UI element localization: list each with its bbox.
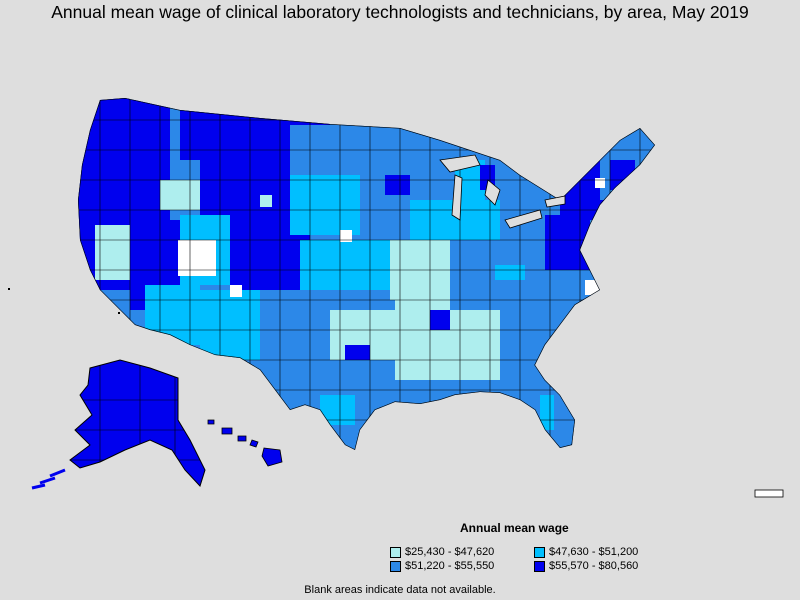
legend-item-high: $55,570 - $80,560 [534,560,638,572]
legend-swatch-mid-high [390,560,401,572]
legend-label-mid-low: $47,630 - $51,200 [549,546,639,558]
hawaii [207,419,283,467]
legend-swatch-low [390,546,401,558]
map-title: Annual mean wage of clinical laboratory … [51,2,749,22]
legend-label-mid-high: $51,220 - $55,550 [405,560,495,572]
legend-swatch-high [534,560,545,572]
legend-title: Annual mean wage [460,521,569,535]
legend-item-mid-low: $47,630 - $51,200 [534,546,638,558]
great-lakes [439,154,566,229]
legend-label-high: $55,570 - $80,560 [549,560,639,572]
alaska [31,359,206,490]
legend-label-low: $25,430 - $47,620 [405,546,495,558]
area-boundaries [78,98,655,450]
legend-item-mid-high: $51,220 - $55,550 [390,560,494,572]
map-markers [8,288,120,314]
legend-item-low: $25,430 - $47,620 [390,546,494,558]
footnote: Blank areas indicate data not available. [304,584,496,596]
legend-swatch-mid-low [534,546,545,558]
puerto-rico [754,489,784,498]
